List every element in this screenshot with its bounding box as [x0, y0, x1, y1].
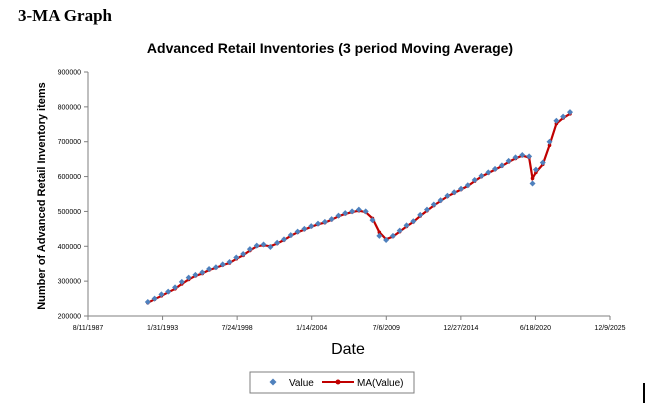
value-point — [362, 208, 369, 215]
value-point — [553, 117, 560, 124]
value-point — [451, 189, 458, 196]
value-point — [355, 206, 362, 213]
y-tick-label: 900000 — [58, 70, 81, 77]
value-point — [192, 271, 199, 278]
value-point — [376, 232, 383, 239]
value-point — [151, 295, 158, 302]
y-tick-label: 400000 — [58, 244, 81, 251]
ma-point — [547, 143, 552, 147]
value-point — [199, 269, 206, 276]
value-point — [383, 237, 390, 244]
value-point — [328, 216, 335, 223]
value-point — [512, 154, 519, 161]
text-cursor — [643, 383, 645, 403]
x-tick-label: 8/11/1987 — [73, 325, 104, 332]
legend-value-label: Value — [289, 378, 314, 389]
y-tick-label: 300000 — [58, 279, 81, 286]
value-point — [308, 223, 315, 230]
value-point — [253, 242, 260, 249]
value-point — [464, 182, 471, 189]
value-point — [342, 210, 349, 217]
y-tick-label: 600000 — [58, 174, 81, 181]
x-tick-label: 6/18/2020 — [520, 325, 551, 332]
x-tick-label: 1/31/1993 — [147, 325, 178, 332]
value-point — [410, 218, 417, 225]
legend-ma-marker — [335, 379, 341, 385]
y-tick-label: 200000 — [58, 314, 81, 321]
value-point — [471, 177, 478, 184]
x-tick-label: 12/9/2025 — [594, 325, 625, 332]
value-point — [172, 284, 179, 291]
x-tick-label: 7/24/1998 — [222, 325, 253, 332]
value-point — [287, 232, 294, 239]
value-point — [281, 236, 288, 243]
value-point — [369, 217, 376, 224]
value-point — [260, 241, 267, 248]
x-tick-label: 12/27/2014 — [443, 325, 478, 332]
value-point — [274, 239, 281, 246]
value-point — [294, 228, 301, 235]
value-point — [212, 264, 219, 271]
value-point — [519, 151, 526, 158]
ma-series-line — [147, 112, 571, 304]
value-point — [158, 291, 165, 298]
legend-value-marker — [269, 378, 277, 386]
value-point — [560, 113, 567, 120]
y-tick-label: 500000 — [58, 209, 81, 216]
legend: Value MA(Value) — [249, 371, 415, 394]
x-axis-label: Date — [331, 341, 365, 358]
value-point — [478, 172, 485, 179]
value-point — [458, 185, 465, 192]
value-point — [526, 153, 533, 160]
value-point — [389, 232, 396, 239]
value-point — [301, 225, 308, 232]
value-point — [165, 288, 172, 295]
value-point — [437, 197, 444, 204]
value-point — [178, 278, 185, 285]
value-point — [321, 218, 328, 225]
value-point — [492, 165, 499, 172]
value-point — [430, 201, 437, 208]
value-point — [144, 299, 151, 306]
value-point — [539, 159, 546, 166]
value-point — [423, 206, 430, 213]
value-point — [396, 227, 403, 234]
value-point — [444, 192, 451, 199]
x-tick-label: 7/6/2009 — [373, 325, 400, 332]
value-point — [240, 250, 247, 257]
chart-title: Advanced Retail Inventories (3 period Mo… — [147, 40, 513, 56]
legend-ma-label: MA(Value) — [357, 378, 404, 389]
value-point — [498, 162, 505, 169]
value-point — [226, 258, 233, 265]
value-point — [485, 169, 492, 176]
y-tick-label: 700000 — [58, 139, 81, 146]
ma-point — [530, 176, 535, 181]
value-point — [505, 157, 512, 164]
value-point — [185, 274, 192, 281]
value-point — [335, 212, 342, 219]
value-point — [206, 265, 213, 272]
x-tick-label: 1/14/2004 — [296, 325, 327, 332]
value-point — [546, 138, 553, 145]
value-point — [349, 208, 356, 215]
value-point — [417, 211, 424, 218]
value-point — [566, 109, 573, 116]
value-point — [246, 246, 253, 253]
y-tick-label: 800000 — [58, 104, 81, 111]
page-heading: 3-MA Graph — [18, 6, 112, 25]
value-point — [529, 180, 536, 187]
value-point — [315, 220, 322, 227]
value-point — [403, 222, 410, 229]
value-point — [233, 254, 240, 261]
value-point — [219, 261, 226, 268]
value-point — [532, 166, 539, 173]
ma-point — [377, 230, 382, 235]
value-point — [267, 243, 274, 250]
y-axis-label: Number of Advanced Retail Inventory item… — [36, 82, 48, 310]
